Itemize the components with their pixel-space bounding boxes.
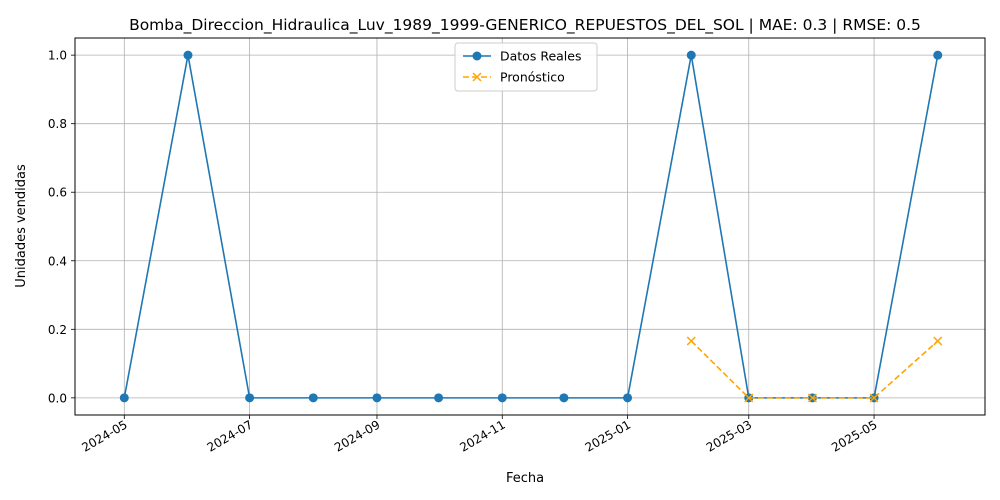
series-datos-reales	[119, 50, 943, 403]
data-point	[933, 50, 943, 60]
legend-item: Datos Reales	[463, 49, 581, 64]
x-tick-label: 2025-05	[829, 417, 879, 454]
data-point	[686, 50, 696, 60]
chart-title: Bomba_Direccion_Hidraulica_Luv_1989_1999…	[129, 16, 921, 35]
x-marker-stroke	[807, 393, 817, 403]
grid-lines	[75, 38, 985, 415]
legend: Datos Reales Pronóstico	[454, 42, 598, 92]
y-tick-label: 0.2	[48, 323, 67, 337]
data-point	[183, 50, 193, 60]
y-axis: 0.0 0.2 0.4 0.6 0.8 1.0	[48, 49, 75, 405]
legend-box	[454, 42, 598, 92]
legend-marker	[472, 72, 482, 82]
x-tick-label: 2025-03	[704, 417, 754, 454]
y-tick-label: 0.4	[48, 254, 67, 268]
y-tick-label: 0.0	[48, 391, 67, 405]
data-point	[434, 393, 444, 403]
data-point	[497, 393, 507, 403]
series-line	[123, 54, 939, 399]
data-point	[933, 336, 943, 346]
data-point	[623, 393, 633, 403]
legend-item: Pronóstico	[463, 70, 565, 85]
x-marker-stroke	[933, 336, 943, 346]
x-tick-label: 2024-05	[79, 417, 129, 454]
legend-marker	[472, 51, 482, 61]
x-tick-label: 2024-07	[205, 417, 255, 454]
y-axis-label: Unidades vendidas	[14, 164, 29, 288]
data-point	[245, 393, 255, 403]
x-marker-stroke	[869, 393, 879, 403]
data-point	[807, 393, 817, 403]
series-line	[690, 340, 939, 399]
x-axis-label: Fecha	[506, 471, 544, 486]
x-marker-stroke	[472, 72, 482, 82]
data-point	[744, 393, 754, 403]
x-tick-label: 2024-11	[457, 417, 507, 454]
x-marker-stroke	[744, 393, 754, 403]
x-axis: 2024-05 2024-07 2024-09 2024-11 2025-01 2025-…	[79, 415, 880, 455]
data-point	[686, 336, 696, 346]
legend-label: Pronóstico	[500, 70, 565, 85]
x-tick-label: 2025-01	[583, 417, 633, 454]
plot-frame	[74, 37, 986, 416]
y-tick-label: 0.8	[48, 117, 67, 131]
data-point	[372, 393, 382, 403]
legend-label: Datos Reales	[500, 49, 581, 64]
y-tick-label: 0.6	[48, 186, 67, 200]
x-tick-label: 2024-09	[332, 417, 382, 454]
series-layer	[119, 50, 943, 403]
data-point	[869, 393, 879, 403]
data-point	[119, 393, 129, 403]
data-point	[559, 393, 569, 403]
x-marker-stroke	[686, 336, 696, 346]
data-point	[308, 393, 318, 403]
series-pronostico	[686, 336, 943, 403]
y-tick-label: 1.0	[48, 49, 67, 63]
